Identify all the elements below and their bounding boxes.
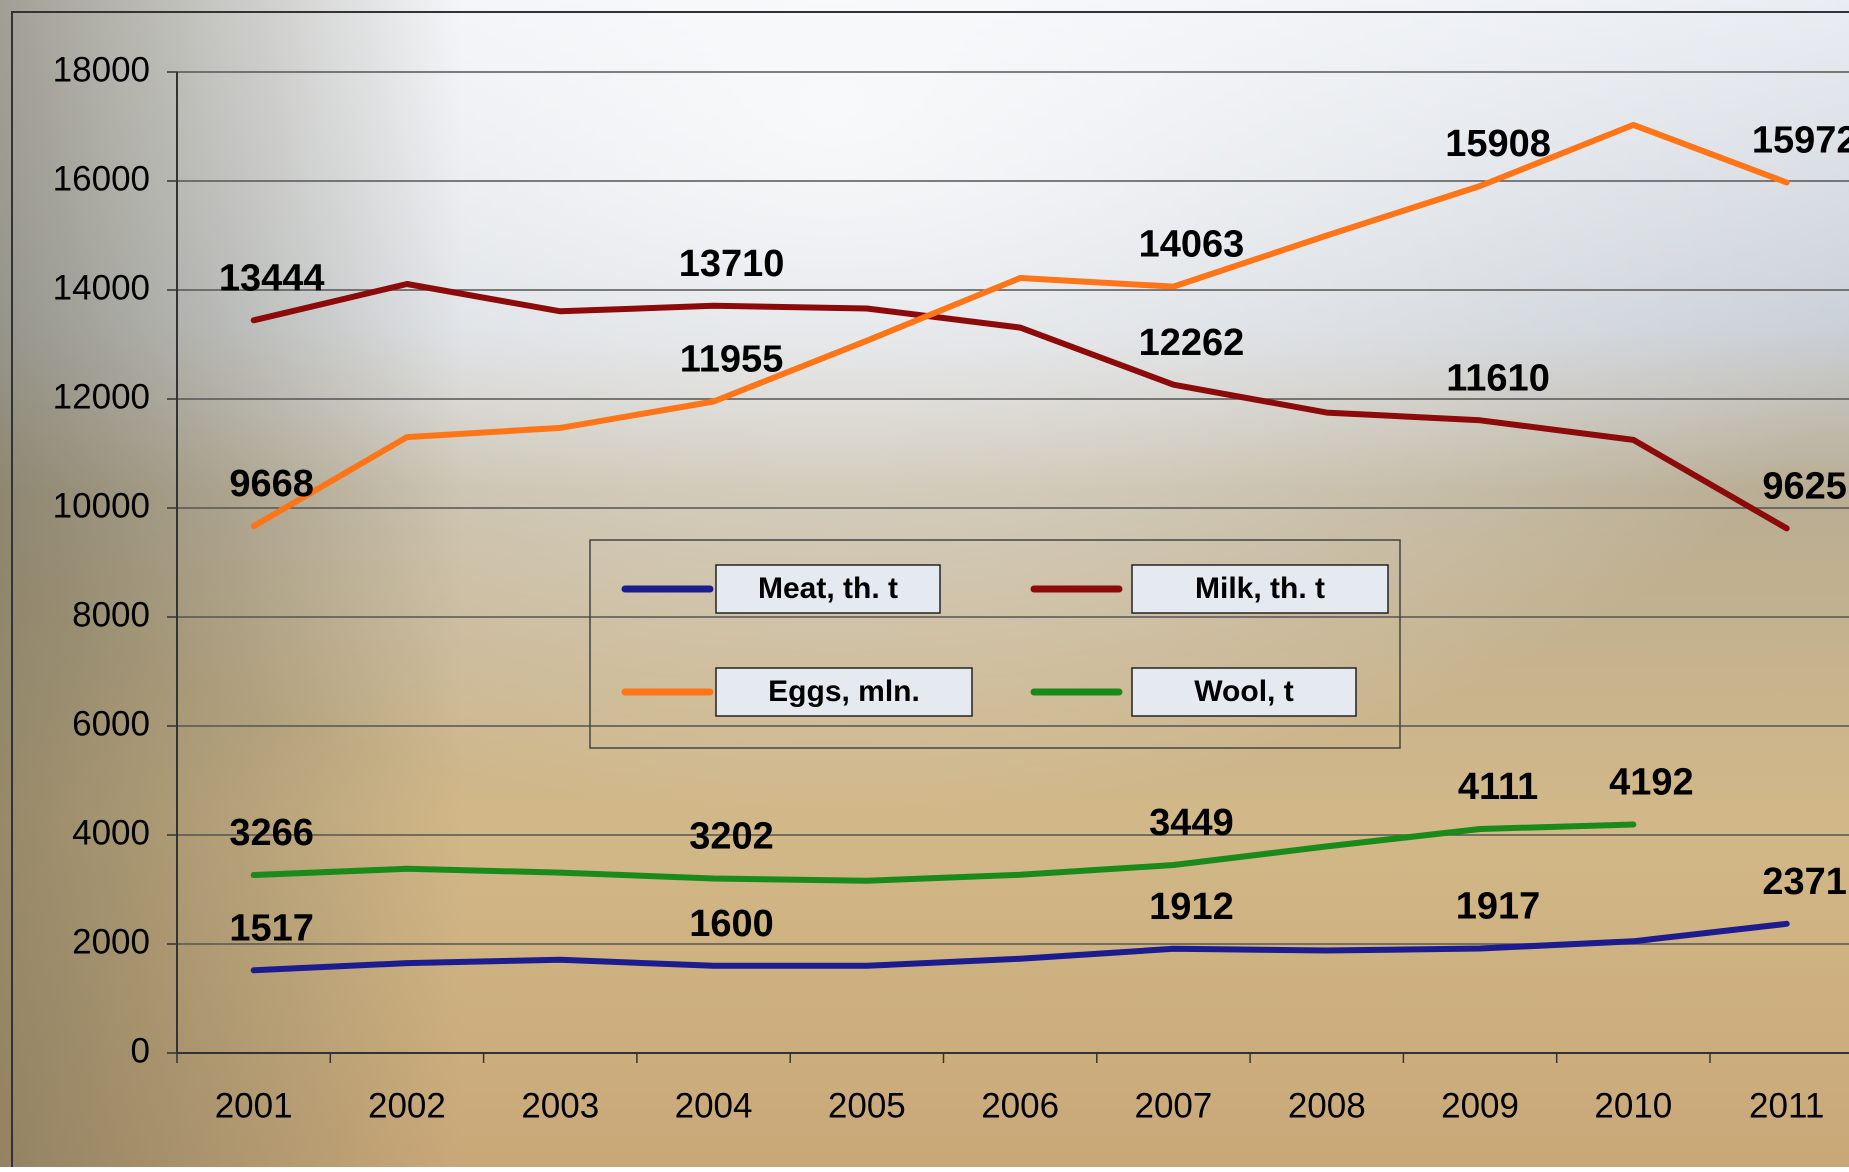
legend-label-box (715, 564, 941, 614)
x-tick-label: 2005 (828, 1086, 906, 1125)
y-tick-label: 16000 (53, 159, 150, 198)
legend-label: Wool, t (1194, 675, 1293, 708)
data-label: 11955 (680, 338, 784, 380)
series-line (250, 920, 1790, 974)
data-label: 11610 (1446, 357, 1550, 399)
data-label: 3266 (229, 812, 314, 854)
data-label: 15972 (1752, 120, 1849, 162)
x-tick-label: 2006 (981, 1086, 1059, 1125)
data-label: 2371 (1762, 861, 1847, 903)
x-tick-label: 2004 (675, 1086, 753, 1125)
data-label: 1517 (229, 907, 314, 949)
data-label: 3202 (689, 816, 774, 858)
y-tick-label: 8000 (72, 595, 150, 634)
series-line (250, 121, 1790, 530)
data-label: 3449 (1149, 802, 1234, 844)
data-label: 1917 (1456, 886, 1541, 928)
y-tick-label: 4000 (72, 813, 150, 852)
legend-label-box (715, 667, 973, 717)
data-label: 13710 (679, 243, 785, 285)
x-tick-label: 2007 (1135, 1086, 1213, 1125)
series-line (250, 821, 1637, 884)
data-label: 4111 (1458, 766, 1538, 808)
data-label: 14063 (1139, 224, 1245, 266)
data-label: 12262 (1139, 322, 1245, 364)
data-label: 13444 (219, 257, 325, 299)
series-line (250, 281, 1790, 532)
y-tick-label: 6000 (72, 704, 150, 743)
data-label: 9625 (1762, 465, 1847, 507)
data-label: 9668 (229, 463, 314, 505)
frame (11, 11, 1849, 1167)
y-tick-label: 14000 (53, 268, 150, 307)
x-tick-label: 2010 (1594, 1086, 1672, 1125)
x-tick-label: 2001 (215, 1086, 293, 1125)
data-label: 4192 (1609, 762, 1694, 804)
legend-label-box (1131, 667, 1357, 717)
x-tick-label: 2011 (1749, 1086, 1824, 1125)
data-label: 1912 (1149, 886, 1234, 928)
x-tick-label: 2009 (1441, 1086, 1519, 1125)
legend-label: Eggs, mln. (768, 675, 920, 708)
y-tick-label: 18000 (53, 50, 150, 89)
y-tick-label: 12000 (53, 377, 150, 416)
data-label: 15908 (1445, 123, 1551, 165)
y-tick-label: 2000 (72, 922, 150, 961)
x-tick-label: 2002 (368, 1086, 446, 1125)
y-tick-label: 10000 (53, 486, 150, 525)
legend-label: Milk, th. t (1195, 572, 1325, 605)
y-tick-label: 0 (131, 1031, 150, 1070)
legend-box (589, 539, 1401, 749)
legend-label: Meat, th. t (758, 572, 898, 605)
x-tick-label: 2003 (521, 1086, 599, 1125)
data-label: 1600 (689, 903, 774, 945)
x-tick-label: 2008 (1288, 1086, 1366, 1125)
legend-label-box (1131, 564, 1389, 614)
